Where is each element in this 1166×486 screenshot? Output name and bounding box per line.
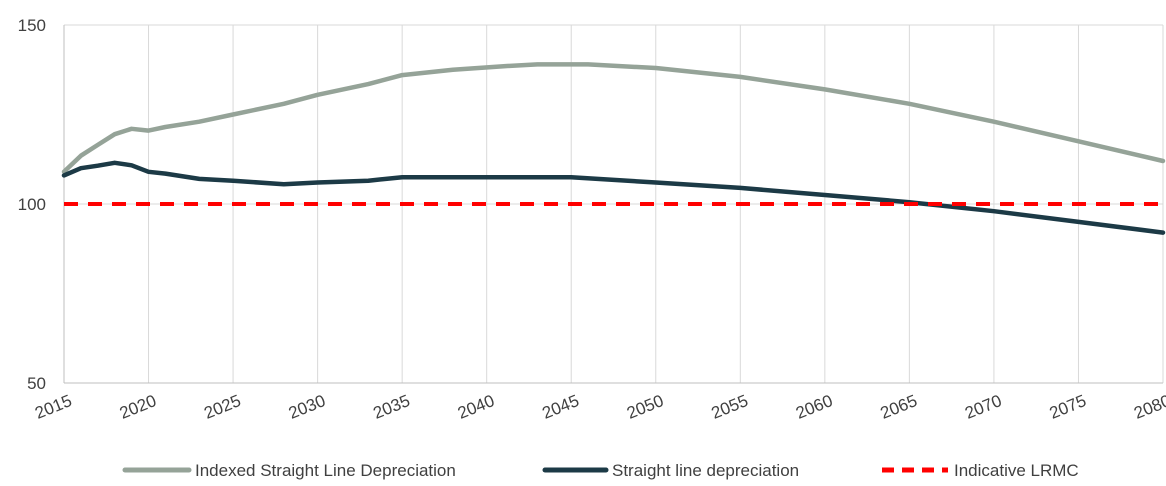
y-tick-label: 100 [18,195,46,214]
x-tick-label: 2060 [793,391,835,423]
series-layer [61,62,1166,235]
legend: Indexed Straight Line Depreciation Straig… [122,461,1079,480]
legend-label-1: Indexed Straight Line Depreciation [195,461,456,480]
x-tick-label: 2080 [1131,391,1166,423]
series-line-1 [61,62,1166,175]
legend-label-2: Straight line depreciation [612,461,799,480]
x-tick-label: 2045 [540,391,582,423]
x-tick-label: 2055 [709,391,751,423]
y-tick-label: 50 [27,374,46,393]
x-tick-label: 2070 [962,391,1004,423]
series-line-2 [61,160,1166,235]
x-tick-label: 2030 [286,391,328,423]
y-tick-label: 150 [18,16,46,35]
legend-label-3: Indicative LRMC [954,461,1079,480]
x-tick-label: 2040 [455,391,497,423]
x-tick-label: 2020 [117,391,159,423]
x-tick-label: 2075 [1047,391,1089,423]
x-tick-label: 2035 [370,391,412,423]
y-axis-ticks: 50 100 150 [18,16,46,393]
x-tick-label: 2025 [201,391,243,423]
x-tick-label: 2050 [624,391,666,423]
x-tick-label: 2015 [32,391,74,423]
x-axis-ticks: 2015 2020 2025 2030 2035 2040 2045 2050 2055 2060… [32,391,1166,423]
x-tick-label: 2065 [878,391,920,423]
grid [63,24,1164,383]
